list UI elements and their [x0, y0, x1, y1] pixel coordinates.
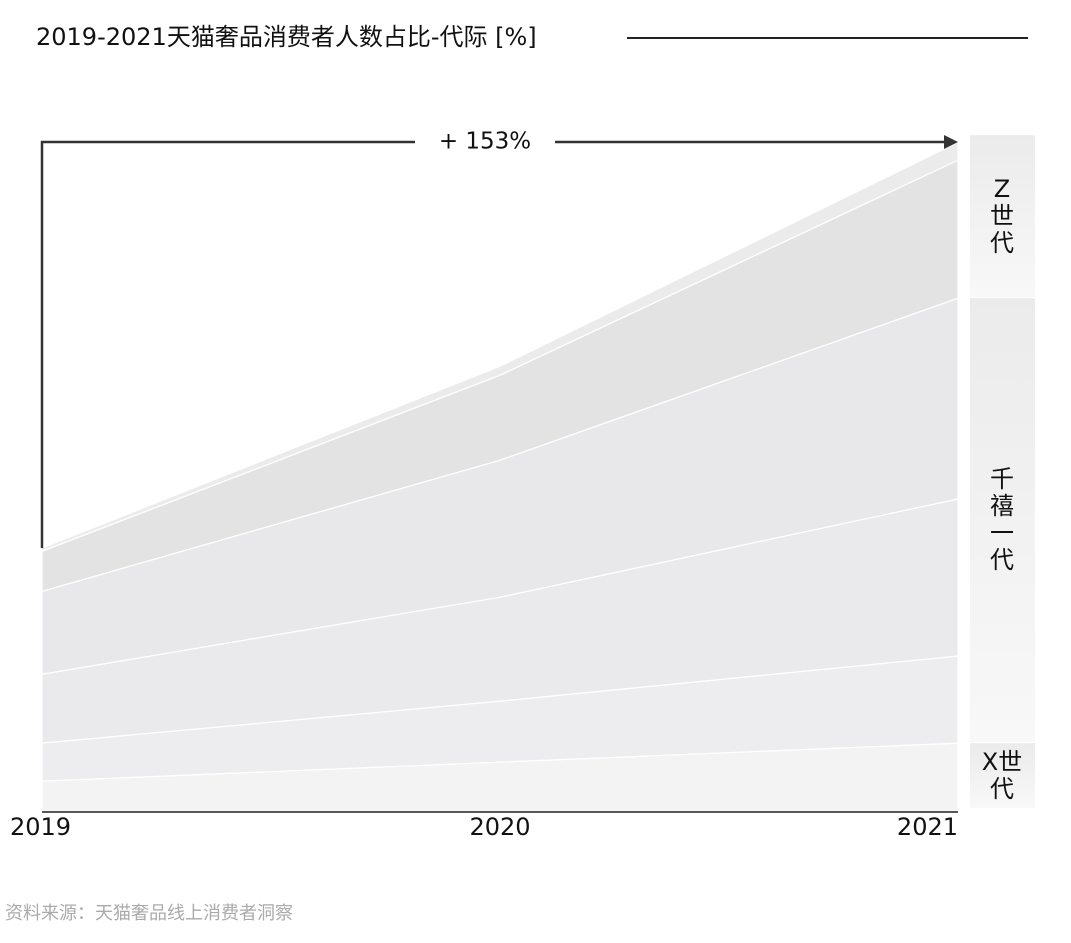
group-label: X世代: [981, 747, 1023, 803]
annotation: + 153%: [439, 129, 531, 155]
chart-title: 2019-2021天猫奢品消费者人数占比-代际 [%]: [36, 23, 537, 51]
group-box: [970, 743, 1035, 808]
group-box: [970, 135, 1035, 298]
growth-arrow: [40, 140, 946, 549]
group-box: [970, 298, 1035, 743]
area: [41, 141, 959, 553]
group-label: Z世代: [990, 174, 1014, 257]
source: 资料来源：天猫奢品线上消费者洞察: [5, 903, 293, 924]
x-tick-label: 2021: [897, 813, 958, 841]
x-tick-label: 2020: [469, 813, 530, 841]
x-tick-label: 2019: [10, 813, 71, 841]
arrow-head: [944, 135, 958, 149]
group-label: 千禧一代: [990, 465, 1014, 575]
